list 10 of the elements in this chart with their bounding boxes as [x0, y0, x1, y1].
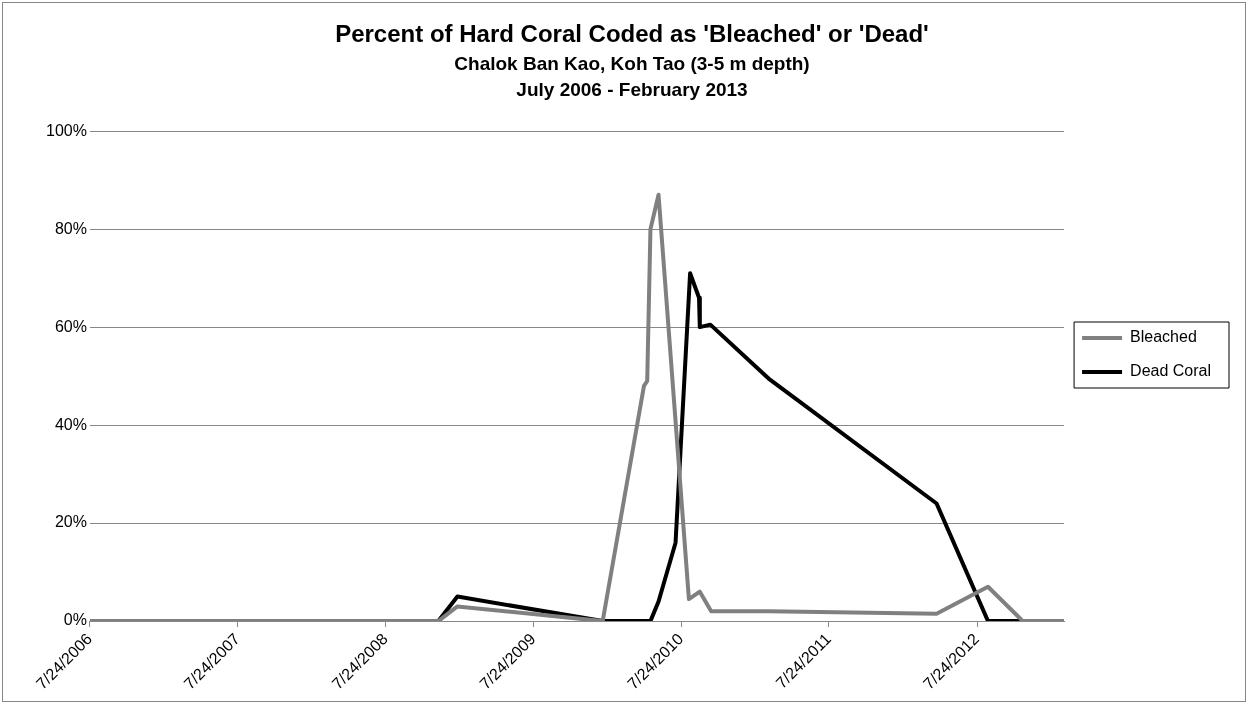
y-tick-label: 40%	[54, 415, 87, 433]
legend-label: Dead Coral	[1130, 362, 1212, 380]
y-tick-label: 20%	[54, 513, 87, 531]
y-tick-label: 60%	[54, 317, 87, 335]
legend-label: Bleached	[1130, 328, 1197, 346]
y-tick-label: 0%	[63, 611, 87, 629]
chart-subtitle: Chalok Ban Kao, Koh Tao (3-5 m depth) July 2006 - February 2013	[454, 52, 810, 100]
chart-title: Percent of Hard Coral Coded as 'Bleached' or 'Dead'	[335, 20, 929, 48]
y-tick-label: 100%	[46, 121, 87, 139]
y-tick-label: 80%	[54, 219, 87, 237]
